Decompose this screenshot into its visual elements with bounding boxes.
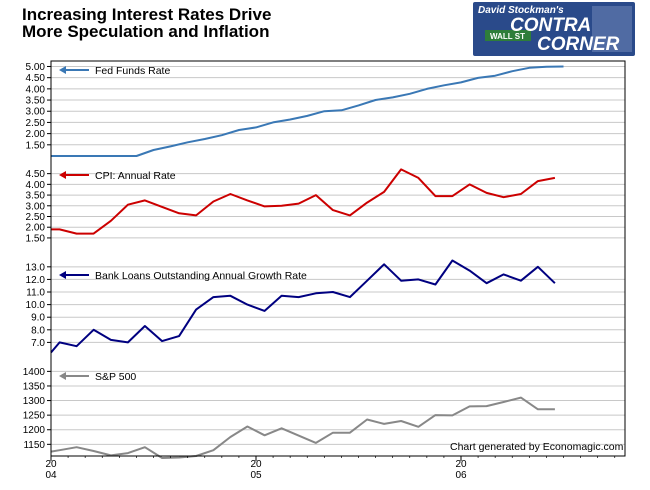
cpi-legend-arrow-head xyxy=(59,171,66,179)
logo-street-sign xyxy=(485,30,531,41)
logo-street-sign-text: WALL ST xyxy=(490,32,525,41)
cpi-ytick-label: 3.00 xyxy=(26,201,46,212)
sp500-ytick-label: 1250 xyxy=(23,411,46,422)
cpi-ytick-label: 4.50 xyxy=(26,169,46,180)
cpi-ytick-label: 4.00 xyxy=(26,180,46,191)
bank-loans-ytick-label: 13.0 xyxy=(26,262,46,273)
xtick-label-bottom: 04 xyxy=(45,470,57,481)
bank-loans-line xyxy=(50,259,556,354)
xtick-label-top: 20 xyxy=(455,459,467,470)
cpi-ytick-label: 1.50 xyxy=(26,233,46,244)
sp500-ytick-label: 1150 xyxy=(23,440,45,451)
fed-funds-legend-arrow-head xyxy=(59,66,66,74)
cpi-ytick-label: 2.50 xyxy=(26,212,46,223)
bank-loans-ytick-label: 7.0 xyxy=(31,338,45,349)
logo-small-text: David Stockman's xyxy=(478,5,564,16)
plot-frame xyxy=(50,60,626,457)
sp500-ytick-label: 1400 xyxy=(23,367,46,378)
chart-title-line-1: Increasing Interest Rates Drive xyxy=(22,5,271,24)
grid-layer xyxy=(51,65,625,445)
bank-loans-legend-arrow-head xyxy=(59,271,66,279)
fed-funds-legend: Fed Funds Rate xyxy=(59,65,170,77)
bank-loans-ytick-label: 10.0 xyxy=(26,300,46,311)
fed-funds-ytick-label: 1.50 xyxy=(26,140,46,151)
cpi-line xyxy=(51,168,556,235)
fed-funds-line xyxy=(51,65,564,157)
bank-loans-legend-label: Bank Loans Outstanding Annual Growth Rat… xyxy=(95,270,307,282)
sp500-line xyxy=(50,396,555,459)
fed-funds-ytick-label: 3.00 xyxy=(26,107,46,118)
bank-loans-ytick-label: 8.0 xyxy=(31,325,45,336)
cpi-ytick-label: 2.00 xyxy=(26,223,46,234)
sp500-legend: S&P 500 xyxy=(59,371,136,383)
sp500-legend-arrow-head xyxy=(59,372,66,380)
sp500-ytick-label: 1300 xyxy=(23,396,46,407)
fed-funds-ytick-label: 4.00 xyxy=(26,84,46,95)
logo-contra-text: CONTRA xyxy=(510,15,591,36)
bank-loans-ytick-label: 12.0 xyxy=(26,275,46,286)
fed-funds-legend-label: Fed Funds Rate xyxy=(95,65,170,77)
sp500-ytick-label: 1350 xyxy=(23,381,46,392)
cpi-panel: 4.504.003.503.002.502.001.50 CPI: Annual … xyxy=(26,168,556,244)
bank-loans-panel: 13.0 12.0 11.010.0 9.08.0 7.0 Bank Loans Outs… xyxy=(26,259,556,354)
fed-funds-ytick-label: 5.00 xyxy=(26,62,46,73)
logo-corner-text: CORNER xyxy=(537,34,620,55)
fed-funds-ytick-label: 2.50 xyxy=(26,118,46,129)
xtick-label-top: 20 xyxy=(250,459,262,470)
chart-title-line-2: More Speculation and Inflation xyxy=(22,22,269,41)
chart-credit: Chart generated by Economagic.com xyxy=(450,441,624,453)
cpi-legend: CPI: Annual Rate xyxy=(59,170,176,182)
sp500-legend-label: S&P 500 xyxy=(95,371,136,383)
cpi-legend-label: CPI: Annual Rate xyxy=(95,170,176,182)
fed-funds-panel: 5.004.504.003.503.002.502.001.50 Fed Fund… xyxy=(26,62,564,157)
fed-funds-ytick-label: 2.00 xyxy=(26,129,46,140)
bank-loans-legend: Bank Loans Outstanding Annual Growth Rat… xyxy=(59,270,307,282)
xtick-label-bottom: 06 xyxy=(455,470,467,481)
bank-loans-ytick-label: 11.0 xyxy=(26,288,45,299)
bank-loans-ytick-label: 9.0 xyxy=(31,313,45,324)
contra-corner-logo: WALL ST David Stockman's CONTRA CORNER xyxy=(473,2,635,56)
xtick-label-top: 20 xyxy=(45,459,57,470)
sp500-ytick-label: 1200 xyxy=(23,425,46,436)
fed-funds-ytick-label: 4.50 xyxy=(26,73,46,84)
logo-capitol-image xyxy=(592,6,632,52)
xtick-label-bottom: 05 xyxy=(250,470,262,481)
sp500-panel: 1400 1350 1300 1250 1200 1150 S&P 500 xyxy=(23,367,555,459)
fed-funds-ytick-label: 3.50 xyxy=(26,96,46,107)
cpi-ytick-label: 3.50 xyxy=(26,191,46,202)
